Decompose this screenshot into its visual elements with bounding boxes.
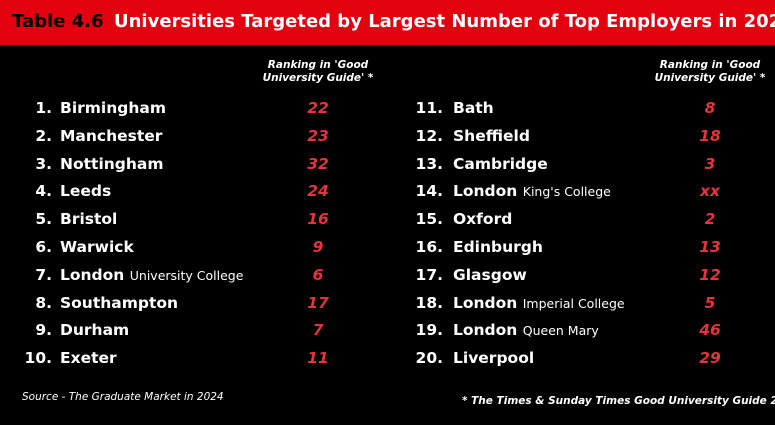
university: Cambridge: [453, 155, 548, 173]
university-name: London: [453, 321, 518, 340]
rank: 8.: [35, 293, 52, 312]
university: Bristol: [60, 210, 117, 228]
rank: 11.: [415, 99, 443, 117]
guide-ranking: 2: [704, 210, 716, 229]
university: Sheffield: [453, 127, 530, 145]
ranking-header: Ranking in 'Good University Guide' *: [262, 59, 374, 84]
university: London Queen Mary: [453, 321, 599, 339]
footnote: * The Times & Sunday Times Good Universi…: [462, 395, 775, 407]
table-label: Table 4.6: [12, 11, 104, 32]
university: Bath: [453, 99, 494, 117]
university: Birmingham: [60, 99, 166, 117]
ranking-header: Ranking in 'Good University Guide' *: [654, 59, 766, 84]
rank: 12.: [415, 126, 443, 145]
university: Edinburgh: [453, 238, 543, 256]
guide-ranking: 32: [307, 154, 329, 173]
guide-ranking: 6: [312, 265, 324, 284]
university-name: London: [453, 182, 518, 201]
university: London University College: [60, 266, 243, 284]
rank: 13.: [415, 154, 443, 173]
university-name: Oxford: [453, 210, 513, 229]
university: Leeds: [60, 182, 111, 200]
guide-ranking: 8: [704, 99, 716, 117]
university-name: Sheffield: [453, 126, 530, 145]
university: Glasgow: [453, 266, 527, 284]
guide-ranking: 12: [699, 265, 721, 284]
university: Liverpool: [453, 349, 534, 367]
university-name: Warwick: [60, 238, 134, 256]
university-name: Cambridge: [453, 154, 548, 173]
rank: 10.: [24, 349, 52, 368]
university-name: Liverpool: [453, 349, 535, 368]
university-name: Bristol: [60, 210, 118, 229]
rank: 3.: [35, 154, 52, 173]
university-name: Durham: [60, 321, 130, 340]
rank: 5.: [35, 210, 52, 229]
university: Oxford: [453, 210, 512, 228]
rank: 17.: [415, 265, 443, 284]
guide-ranking: 46: [699, 321, 721, 340]
university: Warwick: [60, 238, 134, 256]
guide-ranking: 13: [699, 238, 721, 256]
guide-ranking: 5: [704, 293, 716, 312]
rank: 15.: [415, 210, 443, 229]
rank: 9.: [35, 321, 52, 340]
university-detail: Imperial College: [522, 295, 625, 311]
rank: 2.: [35, 126, 52, 145]
rank: 14.: [415, 182, 443, 201]
rank: 19.: [415, 321, 443, 340]
university-name: London: [60, 265, 125, 284]
university-name: Glasgow: [453, 265, 527, 284]
rank: 18.: [415, 293, 443, 312]
university: Southampton: [60, 294, 178, 312]
university-name: Birmingham: [60, 99, 167, 117]
university: Manchester: [60, 127, 162, 145]
university: London Imperial College: [453, 294, 625, 312]
guide-ranking: 3: [704, 154, 716, 173]
university-name: Exeter: [60, 349, 117, 368]
university-name: Manchester: [60, 126, 163, 145]
university-name: Bath: [453, 99, 494, 117]
guide-ranking: 24: [307, 182, 329, 201]
university-name: Nottingham: [60, 154, 164, 173]
source: Source - The Graduate Market in 2024: [22, 391, 224, 403]
university: Exeter: [60, 349, 117, 367]
university-name: London: [453, 293, 518, 312]
rank: 1.: [35, 99, 52, 117]
guide-ranking: 22: [307, 99, 329, 117]
rank: 4.: [35, 182, 52, 201]
title-bar: Table 4.6 Universities Targeted by Large…: [0, 0, 775, 45]
university: London King's College: [453, 182, 611, 200]
rank: 16.: [415, 238, 443, 256]
guide-ranking: 11: [307, 349, 329, 368]
university-name: Southampton: [60, 293, 179, 312]
guide-ranking: 23: [307, 126, 329, 145]
table-title: Universities Targeted by Largest Number …: [114, 11, 775, 32]
rank: 6.: [35, 238, 52, 256]
university-detail: King's College: [522, 184, 611, 200]
university-detail: Queen Mary: [522, 323, 599, 339]
guide-ranking: 17: [307, 293, 329, 312]
guide-ranking: 9: [312, 238, 324, 256]
rank: 7.: [35, 265, 52, 284]
university: Nottingham: [60, 155, 164, 173]
guide-ranking: xx: [700, 182, 720, 201]
university-name: Edinburgh: [453, 238, 543, 256]
guide-ranking: 7: [312, 321, 324, 340]
university-name: Leeds: [60, 182, 112, 201]
guide-ranking: 16: [307, 210, 329, 229]
guide-ranking: 29: [699, 349, 721, 368]
rank: 20.: [415, 349, 443, 368]
university: Durham: [60, 321, 129, 339]
guide-ranking: 18: [699, 126, 721, 145]
university-detail: University College: [129, 267, 244, 283]
